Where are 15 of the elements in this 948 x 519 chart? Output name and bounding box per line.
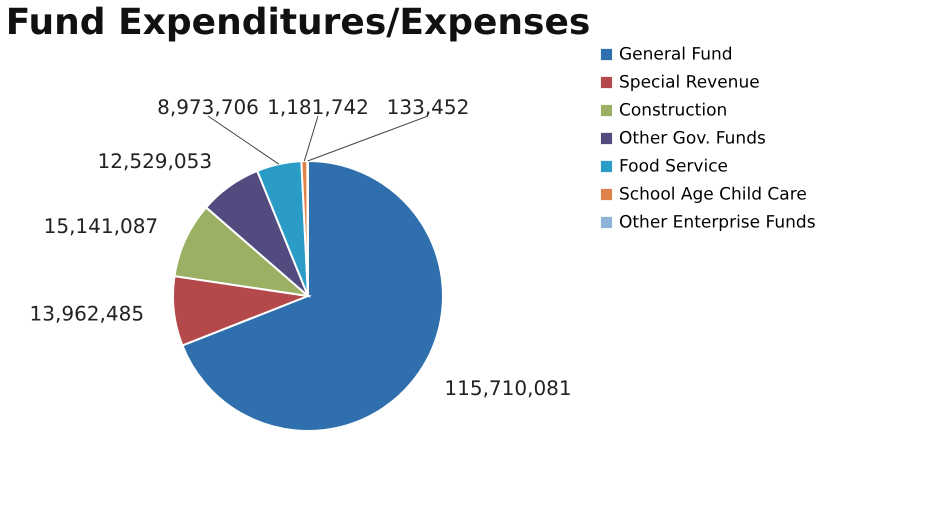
data-label: 1,181,742 <box>267 95 369 119</box>
chart-title: Fund Expenditures/Expenses <box>6 2 590 43</box>
legend-label: Other Enterprise Funds <box>619 212 816 232</box>
legend-label: Other Gov. Funds <box>619 128 766 148</box>
data-label: 15,141,087 <box>44 214 158 238</box>
legend-label: Food Service <box>619 156 728 176</box>
legend-label: School Age Child Care <box>619 184 807 204</box>
data-label: 115,710,081 <box>444 376 572 400</box>
legend-label: General Fund <box>619 44 733 64</box>
data-label: 8,973,706 <box>157 95 259 119</box>
legend-label: Special Revenue <box>619 72 760 92</box>
legend-label: Construction <box>619 100 728 120</box>
data-label: 12,529,053 <box>98 148 212 173</box>
data-label: 133,452 <box>386 95 470 119</box>
data-label: 13,962,485 <box>30 302 144 326</box>
